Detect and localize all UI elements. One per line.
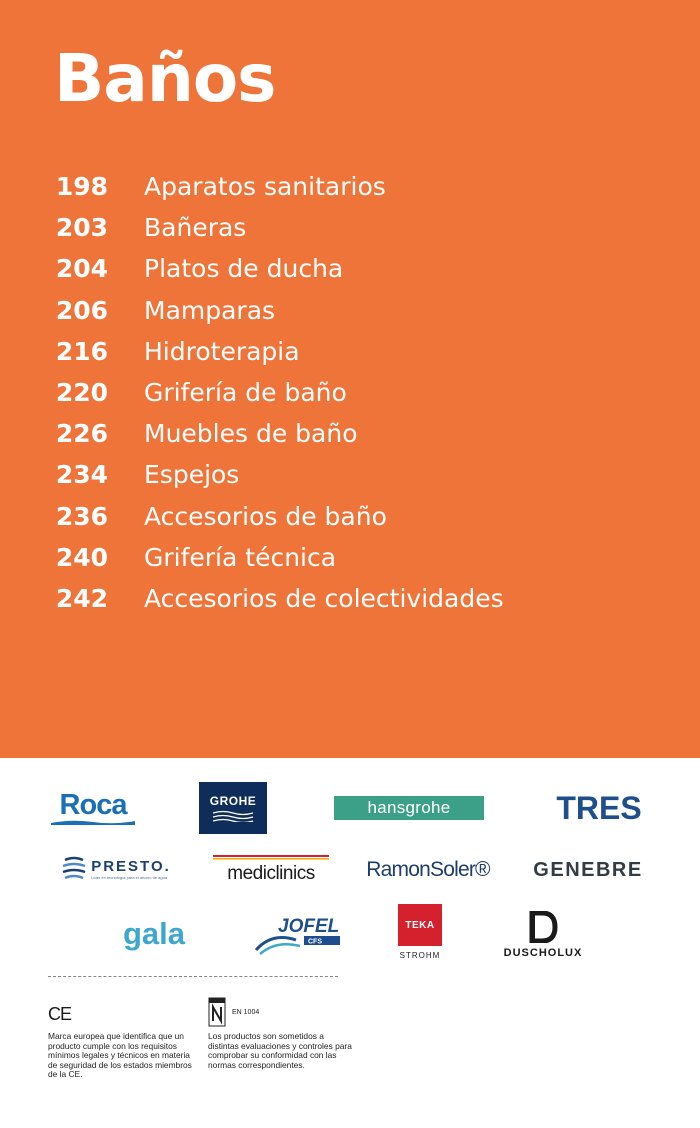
- toc-section-label: Accesorios de colectividades: [144, 584, 504, 613]
- toc-section-label: Aparatos sanitarios: [144, 172, 386, 201]
- presto-drop-icon: [62, 856, 86, 880]
- n-description: Los productos son sometidos a distintas …: [208, 1031, 352, 1070]
- toc-page-number: 220: [55, 378, 108, 407]
- toc-section-label: Platos de ducha: [144, 254, 344, 284]
- presto-tagline: Líder en tecnología para el ahorro de ag…: [91, 874, 168, 880]
- grohe-logo: GROHE: [199, 782, 267, 834]
- hansgrohe-logo-text: hansgrohe: [367, 798, 451, 817]
- toc-row: 242 Accesorios de colectividades: [0, 584, 700, 625]
- presto-logo-text: PRESTO.: [91, 857, 171, 875]
- mediclinics-logo-text: mediclinics: [227, 863, 315, 884]
- teka-sub-text: STROHM: [399, 951, 441, 960]
- tres-logo: TRES: [548, 788, 650, 828]
- toc-row: 216 Hidroterapia: [0, 337, 700, 378]
- tres-logo-text: TRES: [556, 789, 642, 826]
- teka-logo-text: TEKA: [405, 919, 435, 931]
- section-header: Baños 198 Aparatos sanitarios 203 Bañeras 20…: [0, 0, 700, 758]
- toc-row: 236 Accesorios de baño: [0, 502, 700, 543]
- grohe-wave-icon: [212, 810, 254, 822]
- mediclinics-logo: mediclinics: [210, 852, 332, 888]
- grohe-logo-text: GROHE: [209, 794, 257, 808]
- toc-page-number: 240: [55, 542, 108, 572]
- n-certification: EN 1004 Los productos son sometidos a di…: [208, 996, 358, 1070]
- aenor-n-icon: [208, 997, 226, 1027]
- jofel-logo: JOFEL CFS: [252, 910, 346, 956]
- toc-page-number: 198: [55, 172, 108, 201]
- toc-page-number: 204: [55, 254, 108, 284]
- ce-certification: CE Marca europea que identifica que un p…: [48, 1004, 198, 1080]
- roca-logo: Roca: [48, 788, 138, 828]
- toc-section-label: Accesorios de baño: [144, 501, 387, 531]
- jofel-logo-text: JOFEL: [278, 916, 339, 937]
- duscholux-logo: DUSCHOLUX: [496, 908, 590, 962]
- toc-page-number: 203: [55, 213, 108, 243]
- toc-section-label: Grifería de baño: [144, 378, 347, 407]
- toc-row: 234 Espejos: [0, 460, 700, 501]
- toc-section-label: Grifería técnica: [144, 542, 337, 572]
- toc-section-label: Bañeras: [144, 213, 247, 243]
- toc-section-label: Hidroterapia: [144, 336, 300, 366]
- toc-section-label: Muebles de baño: [144, 419, 358, 449]
- toc-row: 204 Platos de ducha: [0, 254, 700, 295]
- teka-badge: TEKA: [398, 904, 442, 946]
- ce-mark-icon: CE: [48, 1004, 72, 1024]
- genebre-logo: GENEBRE: [526, 856, 650, 884]
- n-label: EN 1004: [232, 1008, 260, 1016]
- toc-row: 206 Mamparas: [0, 296, 700, 337]
- toc-page-number: 206: [55, 295, 108, 325]
- brands-section: Roca GROHE hansgrohe TRES PRESTO. Líder …: [0, 758, 700, 1128]
- jofel-sub-text: CFS: [308, 939, 322, 946]
- teka-logo: TEKA STROHM: [398, 904, 442, 966]
- toc-row: 203 Bañeras: [0, 213, 700, 254]
- roca-logo-text: Roca: [59, 789, 128, 821]
- ce-description: Marca europea que identifica que un prod…: [48, 1031, 192, 1080]
- ramonsoler-logo-text: RamonSoler®: [366, 858, 490, 881]
- dashed-divider: [48, 976, 338, 977]
- genebre-logo-text: GENEBRE: [533, 858, 643, 881]
- hansgrohe-logo: hansgrohe: [334, 796, 484, 820]
- toc-page-number: 242: [55, 584, 108, 613]
- toc-row: 240 Grifería técnica: [0, 543, 700, 584]
- page-title: Baños: [54, 40, 276, 117]
- toc-row: 226 Muebles de baño: [0, 419, 700, 460]
- toc-row: 220 Grifería de baño: [0, 378, 700, 419]
- duscholux-d-icon: [529, 911, 558, 943]
- toc-page-number: 216: [55, 336, 108, 366]
- duscholux-logo-text: DUSCHOLUX: [503, 947, 583, 959]
- toc-page-number: 226: [55, 419, 108, 449]
- ramonsoler-logo: RamonSoler®: [358, 854, 498, 886]
- toc-row: 198 Aparatos sanitarios: [0, 172, 700, 213]
- mediclinics-stripe-icon: [213, 855, 329, 860]
- jofel-mark-icon: JOFEL CFS: [254, 916, 340, 955]
- gala-logo-text: gala: [122, 916, 186, 951]
- toc-page-number: 236: [55, 501, 108, 531]
- presto-logo: PRESTO. Líder en tecnología para el ahor…: [48, 852, 184, 886]
- roca-wave-icon: [51, 820, 135, 825]
- toc-page-number: 234: [55, 460, 108, 490]
- toc-section-label: Mamparas: [144, 295, 276, 325]
- toc-section-label: Espejos: [144, 460, 240, 490]
- gala-logo: gala: [106, 914, 202, 954]
